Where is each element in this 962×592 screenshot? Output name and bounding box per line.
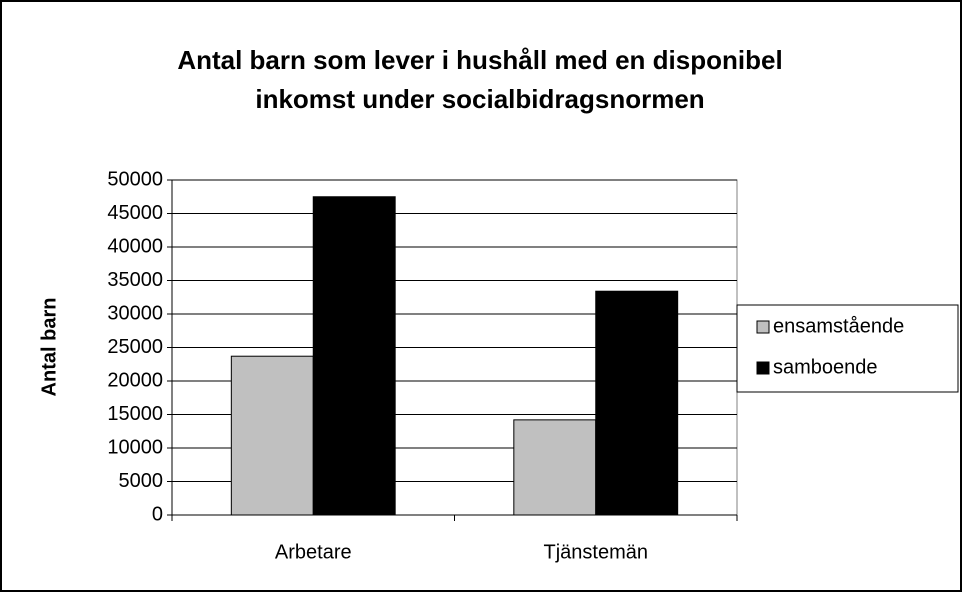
bar (230, 355, 314, 516)
y-tick-label: 40000 (107, 235, 163, 257)
legend-swatch (756, 320, 770, 334)
x-tick-label: Tjänstemän (544, 541, 649, 563)
bar (312, 196, 396, 516)
legend (736, 304, 959, 393)
y-axis-label: Antal barn (38, 298, 60, 397)
y-tick-label: 30000 (107, 302, 163, 324)
legend-label: ensamstående (773, 315, 904, 337)
legend-swatch (756, 361, 770, 375)
y-tick-label: 10000 (107, 436, 163, 458)
y-tick-label: 15000 (107, 403, 163, 425)
x-tick-label: Arbetare (275, 541, 352, 563)
y-tick-label: 0 (152, 503, 163, 525)
y-tick-label: 50000 (107, 168, 163, 190)
y-tick-label: 45000 (107, 202, 163, 224)
chart-title: inkomst under socialbidragsnormen (255, 84, 704, 114)
bar (595, 290, 679, 516)
y-tick-label: 35000 (107, 269, 163, 291)
y-tick-label: 5000 (119, 470, 164, 492)
legend-label: samboende (773, 356, 878, 378)
y-tick-label: 20000 (107, 369, 163, 391)
y-tick-label: 25000 (107, 336, 163, 358)
bar (513, 419, 597, 516)
chart-title: Antal barn som lever i hushåll med en di… (177, 45, 782, 75)
